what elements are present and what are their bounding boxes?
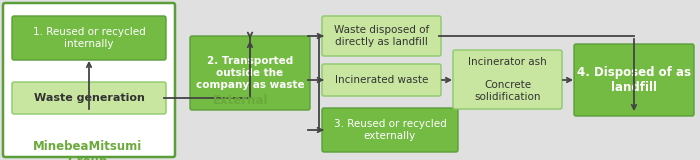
FancyBboxPatch shape xyxy=(322,108,458,152)
Text: Incinerated waste: Incinerated waste xyxy=(335,75,428,85)
Text: 3. Reused or recycled
externally: 3. Reused or recycled externally xyxy=(334,119,447,141)
FancyBboxPatch shape xyxy=(322,16,441,56)
FancyBboxPatch shape xyxy=(190,36,310,110)
FancyBboxPatch shape xyxy=(322,64,441,96)
Text: 2. Transported
outside the
company as waste: 2. Transported outside the company as wa… xyxy=(196,56,304,90)
FancyBboxPatch shape xyxy=(3,3,175,157)
FancyBboxPatch shape xyxy=(574,44,694,116)
Text: Waste generation: Waste generation xyxy=(34,93,144,103)
Text: 1. Reused or recycled
internally: 1. Reused or recycled internally xyxy=(33,27,146,49)
Text: Incinerator ash

Concrete
solidification: Incinerator ash Concrete solidification xyxy=(468,57,547,102)
FancyBboxPatch shape xyxy=(12,16,166,60)
FancyBboxPatch shape xyxy=(12,82,166,114)
Text: MinebeaMitsumi
Group: MinebeaMitsumi Group xyxy=(34,140,143,160)
FancyBboxPatch shape xyxy=(453,50,562,109)
Text: External: External xyxy=(213,93,269,107)
Text: 4. Disposed of as
landfill: 4. Disposed of as landfill xyxy=(577,66,691,94)
Text: Waste disposed of
directly as landfill: Waste disposed of directly as landfill xyxy=(334,25,429,47)
